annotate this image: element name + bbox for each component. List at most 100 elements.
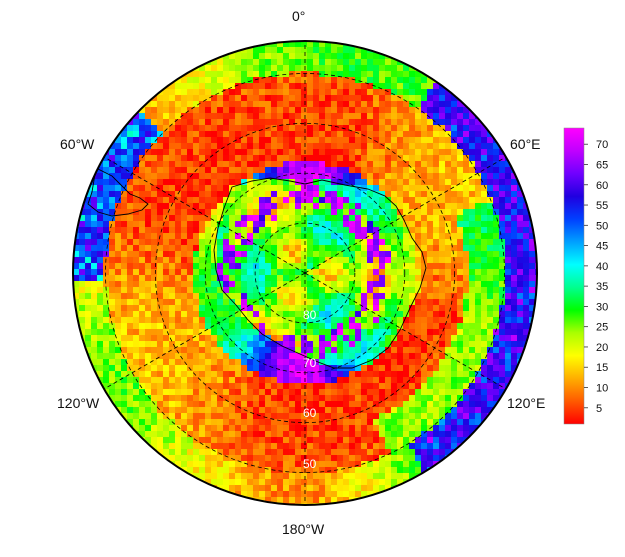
- field-cell: [211, 221, 218, 228]
- field-cell: [157, 347, 164, 354]
- field-cell: [415, 101, 422, 108]
- field-cell: [265, 155, 272, 162]
- field-cell: [265, 497, 272, 504]
- field-cell: [331, 479, 338, 486]
- field-cell: [139, 395, 146, 402]
- field-cell: [283, 131, 290, 138]
- field-cell: [193, 287, 200, 294]
- field-cell: [151, 221, 158, 228]
- field-cell: [175, 275, 182, 282]
- field-cell: [445, 407, 452, 414]
- field-cell: [229, 437, 236, 444]
- field-cell: [271, 497, 278, 504]
- field-cell: [523, 317, 530, 324]
- field-cell: [271, 47, 278, 54]
- field-cell: [283, 323, 290, 330]
- field-cell: [397, 245, 404, 252]
- field-cell: [109, 335, 116, 342]
- field-cell: [295, 197, 302, 204]
- field-cell: [97, 263, 104, 270]
- field-cell: [121, 227, 128, 234]
- field-cell: [475, 293, 482, 300]
- field-cell: [397, 377, 404, 384]
- field-cell: [373, 281, 380, 288]
- field-cell: [163, 353, 170, 360]
- field-cell: [277, 107, 284, 114]
- field-cell: [139, 383, 146, 390]
- field-cell: [307, 233, 314, 240]
- field-cell: [499, 353, 506, 360]
- field-cell: [289, 161, 296, 168]
- field-cell: [361, 467, 368, 474]
- field-cell: [319, 227, 326, 234]
- field-cell: [355, 359, 362, 366]
- field-cell: [235, 53, 242, 60]
- field-cell: [277, 179, 284, 186]
- field-cell: [361, 371, 368, 378]
- field-cell: [85, 281, 92, 288]
- field-cell: [121, 179, 128, 186]
- field-cell: [505, 305, 512, 312]
- field-cell: [265, 281, 272, 288]
- field-cell: [139, 335, 146, 342]
- field-cell: [277, 323, 284, 330]
- field-cell: [193, 383, 200, 390]
- field-cell: [451, 281, 458, 288]
- field-cell: [271, 293, 278, 300]
- field-cell: [223, 389, 230, 396]
- field-cell: [517, 329, 524, 336]
- field-cell: [457, 335, 464, 342]
- field-cell: [295, 317, 302, 324]
- field-cell: [451, 335, 458, 342]
- field-cell: [253, 107, 260, 114]
- lat-label-70: 70: [303, 356, 317, 370]
- field-cell: [211, 437, 218, 444]
- lon-label-60w: 60°W: [60, 136, 95, 152]
- field-cell: [91, 269, 98, 276]
- field-cell: [373, 161, 380, 168]
- field-cell: [415, 479, 422, 486]
- field-cell: [241, 239, 248, 246]
- field-cell: [361, 287, 368, 294]
- field-cell: [187, 71, 194, 78]
- field-cell: [175, 83, 182, 90]
- field-cell: [397, 371, 404, 378]
- field-cell: [73, 293, 80, 300]
- field-cell: [325, 65, 332, 72]
- field-cell: [241, 365, 248, 372]
- field-cell: [283, 101, 290, 108]
- field-cell: [205, 185, 212, 192]
- field-cell: [187, 269, 194, 276]
- field-cell: [445, 107, 452, 114]
- field-cell: [145, 389, 152, 396]
- field-cell: [361, 353, 368, 360]
- field-cell: [73, 245, 80, 252]
- field-cell: [169, 353, 176, 360]
- field-cell: [313, 407, 320, 414]
- field-cell: [283, 377, 290, 384]
- field-cell: [205, 311, 212, 318]
- field-cell: [277, 65, 284, 72]
- field-cell: [379, 143, 386, 150]
- field-cell: [295, 65, 302, 72]
- field-cell: [439, 377, 446, 384]
- field-cell: [367, 353, 374, 360]
- field-cell: [487, 155, 494, 162]
- field-cell: [163, 185, 170, 192]
- field-cell: [295, 329, 302, 336]
- field-cell: [301, 71, 308, 78]
- field-cell: [163, 437, 170, 444]
- field-cell: [259, 293, 266, 300]
- field-cell: [373, 419, 380, 426]
- field-cell: [451, 185, 458, 192]
- field-cell: [295, 53, 302, 60]
- field-cell: [247, 479, 254, 486]
- field-cell: [217, 227, 224, 234]
- field-cell: [229, 407, 236, 414]
- field-cell: [169, 143, 176, 150]
- field-cell: [487, 407, 494, 414]
- field-cell: [235, 239, 242, 246]
- field-cell: [157, 365, 164, 372]
- field-cell: [361, 131, 368, 138]
- field-cell: [481, 329, 488, 336]
